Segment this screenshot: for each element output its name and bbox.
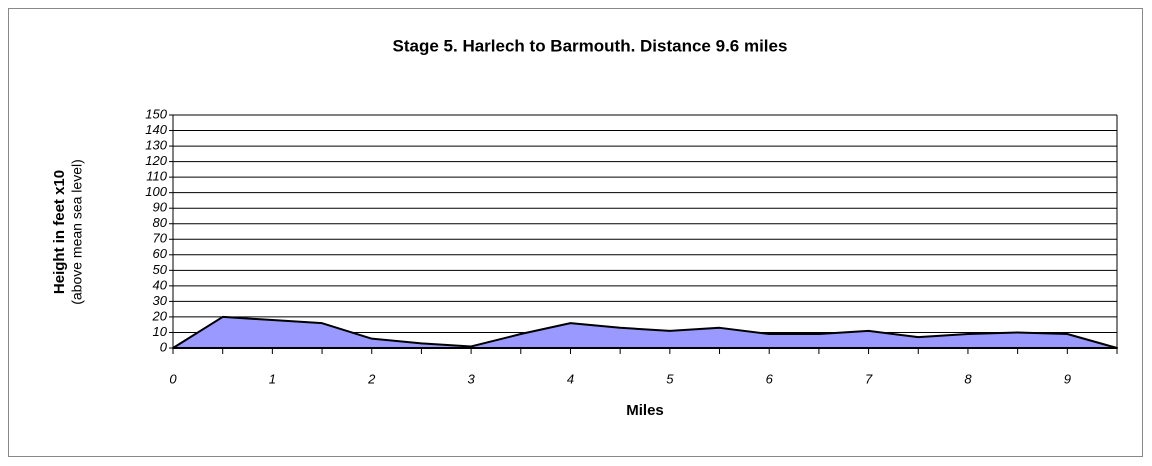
y-axis-sublabel: (above mean sea level) [69,159,85,305]
y-tick-label: 100 [145,184,167,199]
x-tick-label: 7 [865,371,873,386]
y-tick-label: 140 [145,122,167,137]
y-tick-label: 130 [145,138,167,153]
y-tick-label: 20 [152,308,168,323]
y-tick-label: 90 [153,200,168,215]
y-tick-label: 10 [153,324,168,339]
x-tick-label: 1 [269,371,276,386]
x-tick-label: 9 [1064,371,1071,386]
y-tick-label: 80 [153,215,168,230]
chart-frame [8,8,1143,457]
y-axis-label: Height in feet x10 [51,170,68,294]
x-tick-label: 0 [169,371,177,386]
chart-title: Stage 5. Harlech to Barmouth. Distance 9… [393,36,788,55]
y-tick-label: 120 [145,153,167,168]
y-tick-label: 40 [153,277,168,292]
x-tick-label: 4 [567,371,574,386]
x-tick-label: 8 [964,371,972,386]
x-tick-label: 5 [666,371,674,386]
y-tick-label: 60 [153,246,168,261]
area [172,315,1118,349]
y-tick-label: 110 [146,169,167,184]
y-tick-label: 50 [153,262,168,277]
y-tick-label: 70 [153,231,168,246]
y-tick-label: 0 [160,339,168,354]
x-tick-label: 2 [367,371,376,386]
y-tick-label: 150 [145,106,167,121]
y-tick-label: 30 [153,293,168,308]
x-tick-label: 3 [467,371,475,386]
x-axis-label: Miles [626,402,664,419]
x-tick-label: 6 [766,371,774,386]
